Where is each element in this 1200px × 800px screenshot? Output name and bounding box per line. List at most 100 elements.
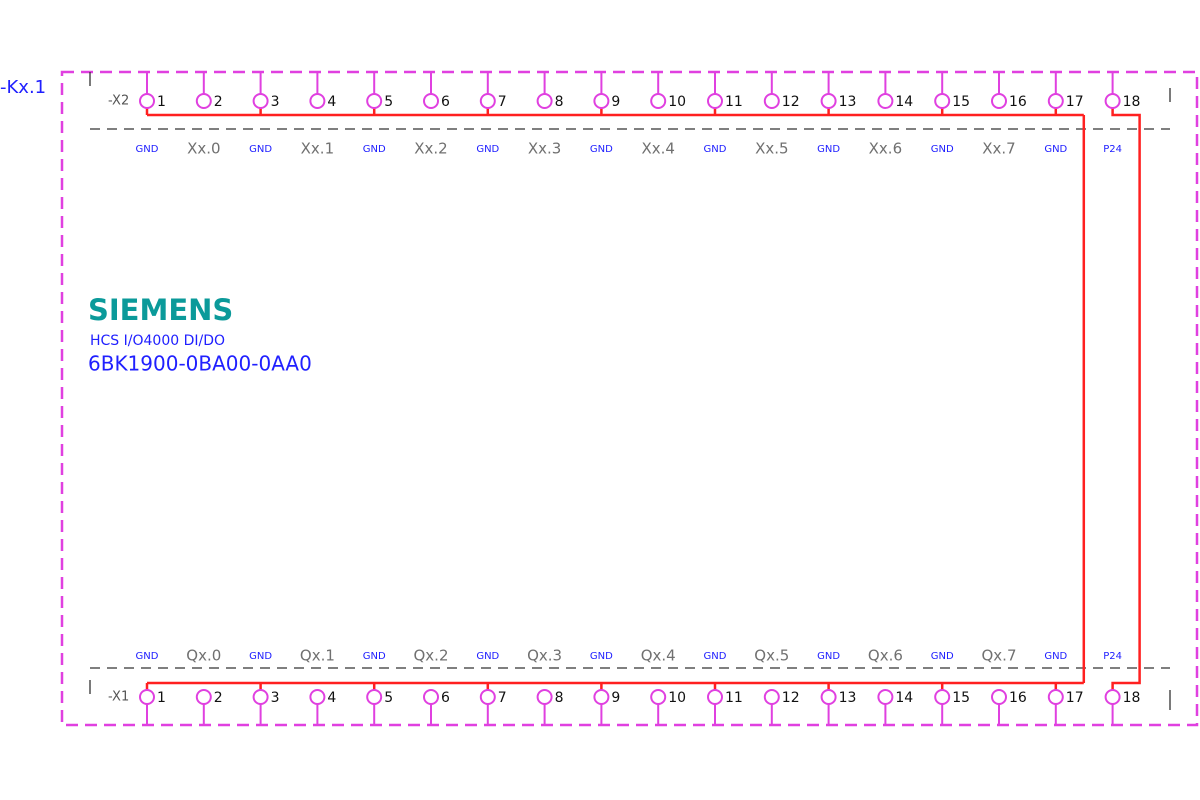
terminal-number: 17	[1066, 690, 1084, 706]
terminal	[763, 689, 780, 705]
signal-label: Qx.1	[300, 647, 335, 665]
terminal	[195, 93, 212, 109]
terminal-number: 16	[1009, 94, 1027, 110]
signal-label: GND	[476, 651, 499, 662]
signal-label: GND	[817, 144, 840, 155]
terminal-number: 10	[668, 94, 686, 110]
terminal	[252, 93, 269, 109]
terminal-number: 3	[271, 94, 280, 110]
terminal	[195, 689, 212, 705]
signal-label: P24	[1103, 144, 1122, 155]
terminal	[763, 93, 780, 109]
wire	[145, 108, 1084, 117]
signal-label: Qx.2	[414, 647, 449, 665]
signal-label: Xx.6	[869, 140, 902, 158]
terminal	[593, 689, 610, 705]
terminal-number: 16	[1009, 690, 1027, 706]
order-number: 6BK1900-0BA00-0AA0	[88, 352, 312, 376]
terminal	[707, 689, 723, 705]
terminal-number: 1	[157, 690, 166, 706]
brand: SIEMENS	[88, 293, 233, 327]
terminal-number: 6	[441, 690, 450, 706]
terminal-number: 17	[1066, 94, 1084, 110]
terminal	[139, 93, 155, 109]
wiring	[145, 108, 1141, 690]
terminal-number: 18	[1123, 94, 1141, 110]
terminal	[1104, 689, 1121, 705]
signal-label: GND	[363, 144, 386, 155]
terminal-number: 13	[839, 690, 857, 706]
wire	[1111, 108, 1141, 690]
connector-outlines	[89, 72, 1171, 710]
terminal	[707, 93, 723, 109]
signal-label: GND	[249, 144, 272, 155]
signal-label: GND	[136, 651, 159, 662]
signal-label: Xx.3	[528, 140, 561, 158]
terminal	[934, 93, 951, 109]
device-border	[60, 70, 1199, 727]
terminal-number: 7	[498, 690, 507, 706]
signal-label: GND	[931, 651, 954, 662]
signal-label: Qx.4	[641, 647, 676, 665]
terminal	[423, 93, 439, 109]
signal-label: Xx.2	[414, 140, 447, 158]
terminal	[820, 689, 837, 705]
signal-label: GND	[249, 651, 272, 662]
signal-label: GND	[704, 651, 727, 662]
terminal-number: 15	[952, 94, 970, 110]
product: HCS I/O4000 DI/DO	[90, 333, 225, 349]
terminal-number: 2	[214, 690, 223, 706]
signal-label: GND	[704, 144, 727, 155]
signal-label: Qx.3	[527, 647, 562, 665]
signal-label: GND	[363, 651, 386, 662]
terminal	[820, 93, 837, 109]
terminal-number: 9	[611, 690, 620, 706]
terminal-number: 8	[555, 94, 564, 110]
terminal-number: 5	[384, 94, 393, 110]
terminal-number: 8	[555, 690, 564, 706]
terminal-number: 14	[895, 690, 913, 706]
terminal-number: 5	[384, 690, 393, 706]
terminal	[536, 689, 553, 705]
signal-label: GND	[931, 144, 954, 155]
terminal	[423, 689, 439, 705]
signal-label: GND	[590, 651, 613, 662]
signal-label: Qx.0	[186, 647, 221, 665]
terminal	[991, 689, 1007, 705]
connector-label: -X1	[108, 690, 129, 705]
terminal	[934, 689, 951, 705]
terminal-number: 4	[327, 94, 336, 110]
signal-label: P24	[1103, 651, 1122, 662]
terminal	[536, 93, 553, 109]
terminal-number: 15	[952, 690, 970, 706]
terminal	[366, 93, 383, 109]
signal-label: Qx.6	[868, 647, 903, 665]
device-label: -Kx.1	[0, 77, 46, 98]
connector-label: -X2	[108, 94, 129, 109]
terminal	[309, 93, 326, 109]
signal-label: Xx.7	[982, 140, 1015, 158]
terminal-number: 3	[271, 690, 280, 706]
terminal-number: 11	[725, 94, 743, 110]
terminal	[1047, 689, 1064, 705]
terminal	[479, 689, 496, 705]
terminal	[650, 93, 667, 109]
terminal	[479, 93, 496, 109]
signal-label: GND	[476, 144, 499, 155]
terminal	[252, 689, 269, 705]
terminal	[593, 93, 610, 109]
terminal	[877, 93, 894, 109]
terminal	[877, 689, 894, 705]
signal-label: Qx.5	[754, 647, 789, 665]
terminal-number: 11	[725, 690, 743, 706]
signal-label: Xx.5	[755, 140, 788, 158]
terminal	[650, 689, 667, 705]
terminal-number: 7	[498, 94, 507, 110]
terminal	[366, 689, 383, 705]
terminal-number: 10	[668, 690, 686, 706]
signal-label: GND	[1044, 144, 1067, 155]
terminal	[139, 689, 155, 705]
terminal-number: 12	[782, 94, 800, 110]
